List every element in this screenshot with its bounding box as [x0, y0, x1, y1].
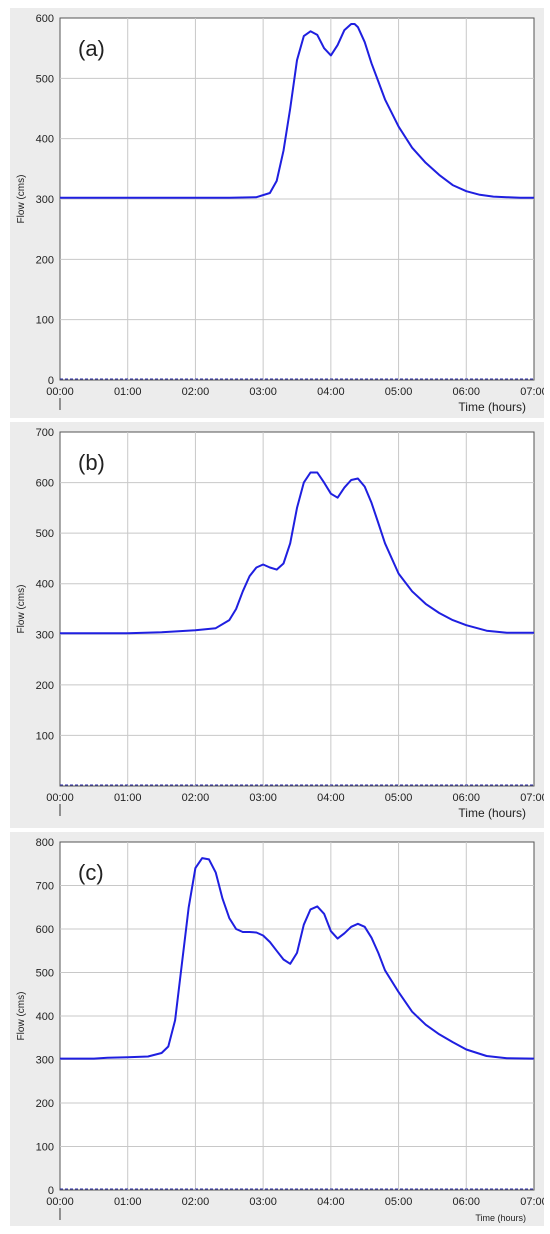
series-line-flow: [60, 857, 535, 1060]
x-tick-label: 02:00: [182, 792, 210, 804]
chart-panel-b: 00:00 01:00 02:00 03:00 04:00 05:00 06:00 07:00…: [10, 422, 544, 828]
y-tick-label: 200: [36, 254, 54, 266]
y-tick-label: 400: [36, 134, 54, 146]
y-tick-label: 600: [36, 478, 54, 490]
x-tick-label: 07:00: [520, 792, 544, 804]
chart-panel-a: 00:00 01:00 02:00 03:00 04:00 05:00 06:00 07:0 0…: [10, 8, 544, 418]
chart-svg: 00:00 01:00 02:00 03:00 04:00 05:00 06:00 07:00…: [16, 427, 544, 820]
x-tick-label: 00:00: [46, 1196, 74, 1208]
x-tick-label: 04:00: [317, 1196, 345, 1208]
chart-panel-c: 00:00 01:00 02:00 03:00 04:00 05:00 06:00 07:0 0…: [10, 832, 544, 1226]
plot-area: [59, 431, 535, 787]
panel-label: (a): [78, 36, 105, 61]
y-tick-label: 100: [36, 1142, 54, 1154]
y-tick-label: 0: [48, 1185, 54, 1197]
y-tick-label: 200: [36, 1098, 54, 1110]
y-tick-label: 700: [36, 427, 54, 439]
series-line-flow: [60, 23, 534, 199]
y-tick-label: 300: [36, 194, 54, 206]
x-tick-label: 03:00: [249, 386, 277, 398]
y-tick-label: 800: [36, 837, 54, 849]
y-tick-label: 600: [36, 924, 54, 936]
x-tick-label: 01:00: [114, 386, 142, 398]
x-tick-label: 00:00: [46, 792, 74, 804]
y-tick-label: 100: [36, 730, 54, 742]
y-tick-label: 600: [36, 13, 54, 25]
x-axis-label: Time (hours): [458, 400, 526, 414]
y-axis-label: Flow (cms): [16, 175, 27, 224]
x-tick-label: 04:00: [317, 386, 345, 398]
y-tick-label: 500: [36, 528, 54, 540]
y-tick-label: 500: [36, 73, 54, 85]
y-axis-label: Flow (cms): [16, 585, 27, 634]
x-axis-label: Time (hours): [458, 806, 526, 820]
y-tick-label: 0: [48, 375, 54, 387]
x-axis-label: Time (hours): [475, 1213, 526, 1223]
x-tick-label: 03:00: [249, 1196, 277, 1208]
x-tick-label: 05:00: [385, 792, 413, 804]
x-tick-label: 04:00: [317, 792, 345, 804]
x-tick-label: 01:00: [114, 792, 142, 804]
y-tick-label: 100: [36, 315, 54, 327]
x-tick-label: 06:00: [453, 386, 481, 398]
y-tick-label: 300: [36, 629, 54, 641]
series-line-flow: [60, 471, 534, 635]
y-tick-label: 700: [36, 881, 54, 893]
y-tick-label: 200: [36, 680, 54, 692]
panel-label: (c): [78, 860, 104, 885]
y-tick-label: 500: [36, 968, 54, 980]
x-tick-label: 02:00: [182, 1196, 210, 1208]
y-axis-label: Flow (cms): [16, 992, 27, 1041]
x-tick-label: 02:00: [182, 386, 210, 398]
x-tick-label: 06:00: [453, 1196, 481, 1208]
x-tick-label: 01:00: [114, 1196, 142, 1208]
x-tick-label: 00:00: [46, 386, 74, 398]
x-tick-label: 05:00: [385, 386, 413, 398]
y-tick-label: 400: [36, 1011, 54, 1023]
y-tick-label: 400: [36, 579, 54, 591]
x-tick-label: 03:00: [249, 792, 277, 804]
x-tick-label: 07:00: [520, 1196, 544, 1208]
x-tick-label: 07:00: [520, 386, 544, 398]
x-tick-label: 05:00: [385, 1196, 413, 1208]
y-tick-label: 300: [36, 1055, 54, 1067]
x-tick-label: 06:00: [453, 792, 481, 804]
panel-label: (b): [78, 450, 105, 475]
